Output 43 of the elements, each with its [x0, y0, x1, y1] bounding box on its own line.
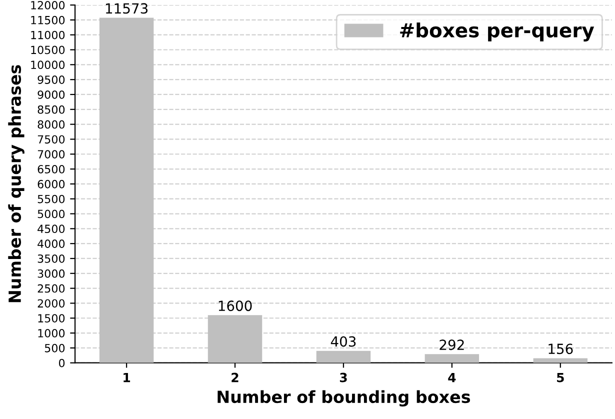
y-tick-label: 2000 — [38, 299, 65, 308]
data-label: 1600 — [218, 300, 252, 312]
y-tick-label: 11500 — [31, 16, 65, 24]
y-tick-label: 9000 — [38, 90, 65, 99]
x-axis-title: Number of bounding boxes — [218, 390, 470, 406]
data-label: 11573 — [106, 3, 148, 14]
y-tick-label: 1000 — [38, 329, 65, 338]
y-tick-label: 10000 — [31, 60, 65, 70]
y-tick-label: 3500 — [38, 254, 65, 263]
data-label: 292 — [440, 340, 464, 350]
y-tick-label: 8000 — [38, 120, 65, 129]
y-tick-label: 5500 — [38, 194, 65, 204]
bar — [424, 354, 480, 363]
y-tick-label: 7000 — [38, 150, 65, 158]
y-tick-label: 7500 — [38, 135, 65, 144]
y-tick-label: 500 — [44, 344, 65, 352]
y-tick-label: 12000 — [31, 1, 65, 10]
y-tick-label: 3000 — [38, 269, 65, 278]
data-label: 156 — [548, 344, 573, 354]
bar — [208, 315, 262, 363]
x-tick-label: 4 — [448, 372, 456, 382]
y-tick-label: 10500 — [31, 46, 65, 54]
y-tick-label: 8500 — [38, 105, 65, 114]
bar — [316, 350, 371, 363]
bar — [533, 358, 588, 363]
x-tick-label: 3 — [340, 372, 347, 382]
data-label: 403 — [330, 336, 356, 347]
y-tick-label: 9500 — [38, 76, 65, 84]
y-axis-title: Number of query phrases — [8, 65, 24, 302]
x-tick-label: 2 — [232, 372, 238, 382]
x-tick-label: 5 — [557, 372, 564, 382]
y-tick-label: 1500 — [38, 314, 65, 323]
y-tick-label: 0 — [58, 358, 65, 368]
bar — [99, 18, 154, 363]
y-tick-label: 6500 — [38, 165, 65, 174]
x-tick-label: 1 — [124, 372, 130, 382]
y-tick-label: 11000 — [31, 30, 65, 40]
legend-label: #boxes per-query — [400, 22, 594, 42]
y-tick-label: 2500 — [38, 284, 65, 293]
y-tick-label: 6000 — [38, 180, 65, 188]
y-tick-label: 5000 — [38, 210, 65, 218]
y-tick-label: 4000 — [38, 240, 65, 248]
y-tick-label: 4500 — [38, 224, 65, 234]
